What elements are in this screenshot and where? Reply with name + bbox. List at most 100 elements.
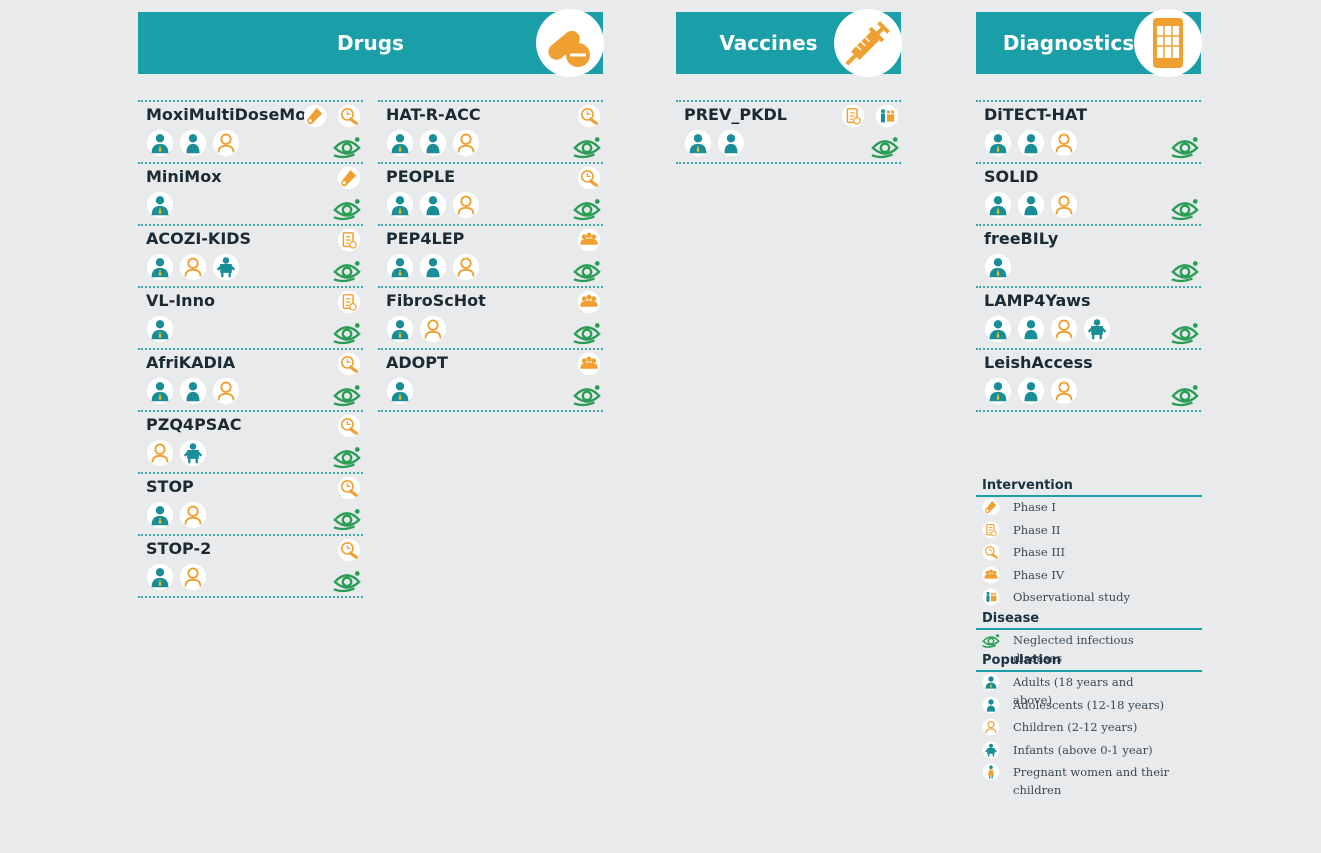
adult-icon (984, 191, 1012, 219)
project-name: freeBILy (984, 229, 1059, 248)
project-name: LAMP4Yaws (984, 291, 1091, 310)
legend-rule (976, 495, 1202, 497)
preg-icon (982, 763, 1000, 781)
separator (378, 100, 603, 102)
p3-icon (982, 543, 1000, 561)
separator (976, 224, 1201, 226)
adol-icon (1017, 191, 1045, 219)
adol-icon (419, 191, 447, 219)
separator (138, 534, 363, 536)
dis-icon (573, 199, 601, 221)
dis-icon (333, 385, 361, 407)
p1-icon (337, 166, 361, 190)
adult-icon (146, 501, 174, 529)
project-name: PZQ4PSAC (146, 415, 242, 434)
dis-icon (333, 137, 361, 159)
child-icon (1050, 377, 1078, 405)
p2-icon (337, 290, 361, 314)
dis-icon (333, 509, 361, 531)
adult-icon (386, 377, 414, 405)
section-header: Drugs (138, 12, 603, 74)
adult-icon (984, 377, 1012, 405)
adol-icon (717, 129, 745, 157)
section-icon (834, 9, 902, 77)
project-name: HAT-R-ACC (386, 105, 481, 124)
child-icon (1050, 129, 1078, 157)
adol-icon (419, 253, 447, 281)
section-icon (1134, 9, 1202, 77)
legend-item: Observational study (1013, 590, 1130, 604)
separator (138, 596, 363, 598)
adult-icon (146, 191, 174, 219)
separator (138, 348, 363, 350)
child-icon (146, 439, 174, 467)
legend-item: Neglected infectious diseases (1013, 632, 1134, 665)
child-icon (452, 191, 480, 219)
dis-icon (333, 261, 361, 283)
child-icon (179, 563, 207, 591)
infant-icon (179, 439, 207, 467)
p2-icon (841, 104, 865, 128)
child-icon (452, 253, 480, 281)
adult-icon (386, 315, 414, 343)
project-name: FibroScHot (386, 291, 486, 310)
p4-icon (577, 290, 601, 314)
infant-icon (982, 741, 1000, 758)
project-name: MiniMox (146, 167, 222, 186)
project-name: ACOZI-KIDS (146, 229, 252, 248)
child-icon (212, 377, 240, 405)
separator (378, 162, 603, 164)
separator (676, 100, 901, 102)
adol-icon (1017, 377, 1045, 405)
adol-icon (179, 377, 207, 405)
adult-icon (146, 253, 174, 281)
infant-icon (212, 253, 240, 281)
adol-icon (982, 696, 1000, 713)
dis-icon (333, 199, 361, 221)
p3-icon (337, 104, 361, 128)
separator (378, 286, 603, 288)
p3-icon (577, 104, 601, 128)
separator (976, 286, 1201, 288)
adult-icon (386, 191, 414, 219)
separator (138, 100, 363, 102)
dis-icon (573, 323, 601, 345)
adult-icon (684, 129, 712, 157)
child-icon (452, 129, 480, 157)
dis-icon (333, 323, 361, 345)
legend-item: Adults (18 years and above) (1013, 675, 1134, 707)
project-name: PEOPLE (386, 167, 456, 186)
child-icon (419, 315, 447, 343)
legend-item: Pregnant women and their children (1013, 765, 1170, 797)
adult-icon (146, 315, 174, 343)
dis-icon (573, 261, 601, 283)
legend-item: Phase IV (1013, 567, 1065, 582)
legend-heading: Intervention (982, 478, 1073, 493)
dis-icon (871, 137, 899, 159)
separator (138, 162, 363, 164)
separator (976, 100, 1201, 102)
separator (138, 410, 363, 412)
p3-icon (337, 538, 361, 562)
separator (378, 224, 603, 226)
adol-icon (419, 129, 447, 157)
p4-icon (577, 352, 601, 376)
legend-item: Adolescents (12-18 years) (1013, 697, 1165, 712)
p4-icon (982, 566, 1000, 583)
adol-icon (1017, 315, 1045, 343)
separator (378, 410, 603, 412)
project-name: DiTECT-HAT (984, 105, 1087, 124)
p3-icon (577, 166, 601, 190)
dis-icon (1171, 385, 1199, 407)
legend-heading: Population (982, 653, 1062, 668)
project-name: SOLID (984, 167, 1039, 186)
adult-icon (984, 129, 1012, 157)
legend-rule (976, 670, 1202, 672)
p3-icon (337, 414, 361, 438)
legend-item: Phase I (1013, 500, 1056, 514)
adult-icon (984, 315, 1012, 343)
child-icon (212, 129, 240, 157)
project-name: ADOPT (386, 353, 448, 372)
dis-icon (573, 137, 601, 159)
